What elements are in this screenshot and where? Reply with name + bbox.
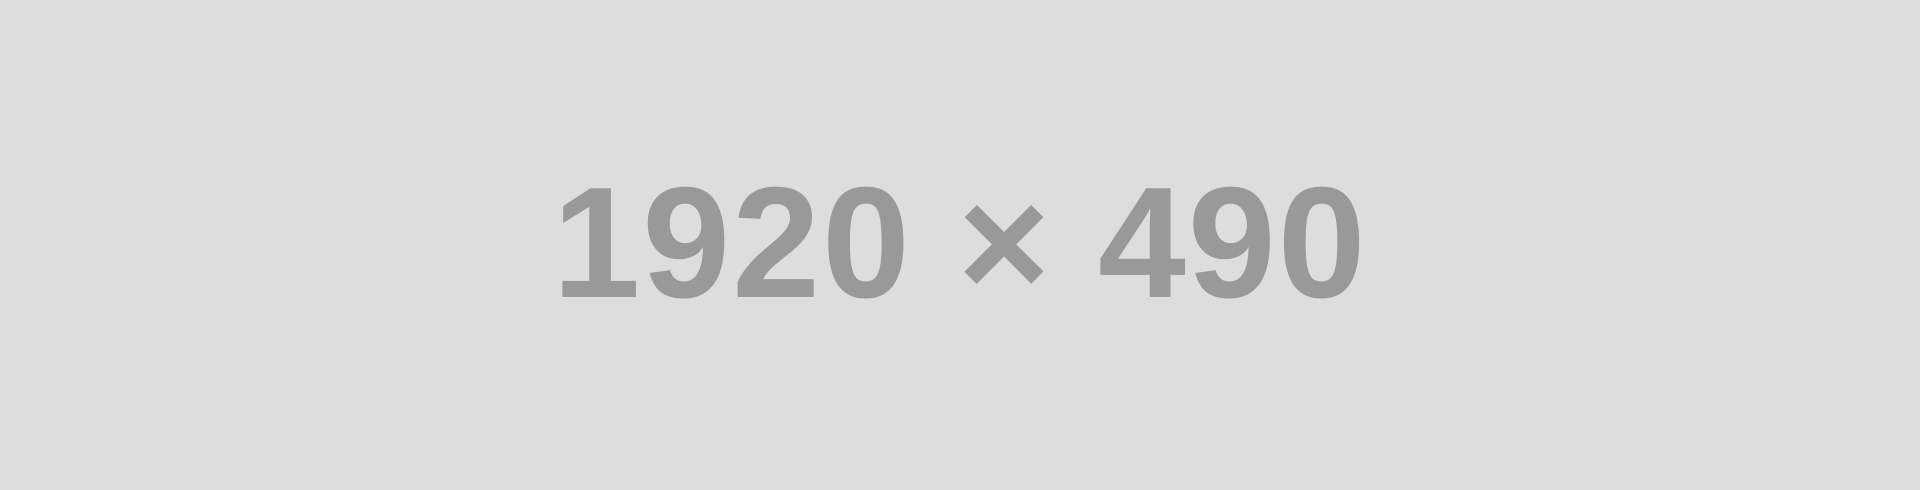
dimension-label: 1920 × 490	[552, 155, 1368, 331]
